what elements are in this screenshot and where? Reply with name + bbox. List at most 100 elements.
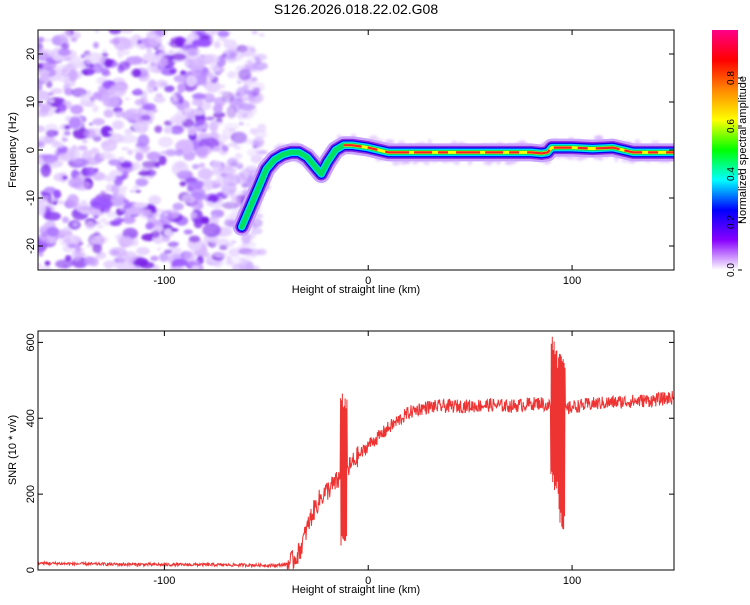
noise-blob — [467, 160, 472, 166]
noise-blob — [91, 63, 104, 74]
noise-blob — [132, 122, 146, 132]
noise-blob — [38, 202, 46, 216]
noise-blob — [92, 91, 103, 99]
noise-blob — [223, 122, 240, 131]
noise-blob — [218, 90, 228, 95]
noise-blob — [191, 265, 200, 270]
noise-blob — [129, 189, 135, 193]
noise-blob — [152, 225, 164, 232]
noise-blob — [97, 56, 106, 64]
noise-blob — [84, 128, 96, 139]
noise-blob — [209, 215, 220, 226]
noise-blob — [176, 170, 193, 180]
noise-blob — [236, 96, 248, 103]
noise-blob — [38, 110, 42, 118]
noise-blob — [122, 215, 136, 225]
noise-blob — [159, 211, 173, 225]
noise-blob — [251, 30, 258, 35]
noise-blob — [594, 135, 604, 140]
noise-blob — [100, 125, 113, 138]
noise-blob — [102, 261, 112, 268]
noise-blob — [250, 153, 264, 165]
noise-blob — [163, 249, 172, 255]
noise-blob — [103, 109, 114, 118]
noise-blob — [68, 55, 82, 70]
noise-blob — [152, 264, 160, 270]
noise-blob — [137, 208, 152, 218]
noise-blob — [217, 30, 230, 38]
noise-blob — [125, 207, 141, 215]
noise-blob — [80, 54, 86, 59]
noise-blob — [70, 104, 84, 115]
noise-blob — [108, 247, 128, 258]
noise-blob — [131, 68, 142, 78]
noise-blob — [134, 88, 142, 94]
spectrogram-x-tick-label: 0 — [365, 275, 371, 287]
noise-blob — [96, 223, 104, 229]
noise-blob — [132, 162, 141, 171]
noise-blob — [103, 174, 117, 182]
snr-x-tick-label: 100 — [563, 575, 581, 587]
noise-blob — [164, 120, 173, 127]
noise-blob — [207, 194, 219, 203]
noise-blob — [61, 216, 70, 224]
noise-blob — [240, 46, 256, 58]
noise-blob — [227, 142, 239, 147]
noise-blob — [213, 40, 221, 49]
noise-blob — [212, 104, 223, 114]
colorbar-scale — [712, 30, 738, 270]
noise-blob — [135, 43, 146, 50]
noise-blob — [150, 230, 161, 238]
noise-blob — [207, 72, 214, 80]
noise-blob — [57, 48, 72, 57]
noise-blob — [108, 159, 122, 166]
noise-blob — [143, 60, 148, 64]
noise-blob — [120, 161, 133, 169]
snr-line — [38, 336, 674, 570]
noise-blob — [154, 125, 163, 133]
noise-blob — [206, 86, 216, 91]
noise-blob — [38, 262, 42, 269]
noise-blob — [158, 136, 174, 148]
noise-blob — [64, 125, 71, 130]
noise-blob — [219, 178, 238, 189]
noise-blob — [66, 194, 79, 208]
spectrogram-y-axis-label: Frequency (Hz) — [7, 112, 19, 188]
noise-blob — [89, 122, 94, 126]
noise-blob — [80, 92, 96, 107]
noise-blob — [222, 192, 230, 197]
noise-blob — [248, 81, 265, 93]
noise-blob — [206, 201, 214, 207]
snr-y-axis-label: SNR (10 * v/v) — [7, 415, 19, 485]
noise-blob — [198, 132, 210, 139]
noise-blob — [160, 151, 167, 155]
noise-blob — [252, 61, 268, 71]
noise-blob — [171, 98, 179, 103]
noise-blob — [237, 245, 247, 254]
noise-blob — [155, 95, 161, 102]
noise-blob — [92, 243, 102, 254]
noise-blob — [238, 69, 252, 81]
spectrogram-x-tick-label: 100 — [563, 275, 581, 287]
noise-blob — [189, 212, 197, 219]
noise-blob — [76, 204, 91, 213]
noise-blob — [118, 134, 138, 144]
noise-blob — [117, 48, 124, 59]
noise-blob — [83, 71, 89, 76]
colorbar-tick-label: 0.0 — [726, 263, 737, 277]
noise-blob — [142, 52, 158, 63]
noise-blob — [214, 120, 223, 126]
noise-blob — [108, 130, 114, 134]
noise-blob — [135, 151, 144, 161]
noise-blob — [211, 30, 219, 35]
noise-blob — [77, 145, 88, 151]
noise-blob — [70, 37, 78, 43]
noise-blob — [192, 123, 200, 127]
noise-blob — [171, 263, 177, 268]
noise-blob — [252, 265, 260, 270]
noise-blob — [51, 197, 57, 202]
noise-blob — [259, 250, 266, 256]
noise-blob — [163, 212, 169, 216]
